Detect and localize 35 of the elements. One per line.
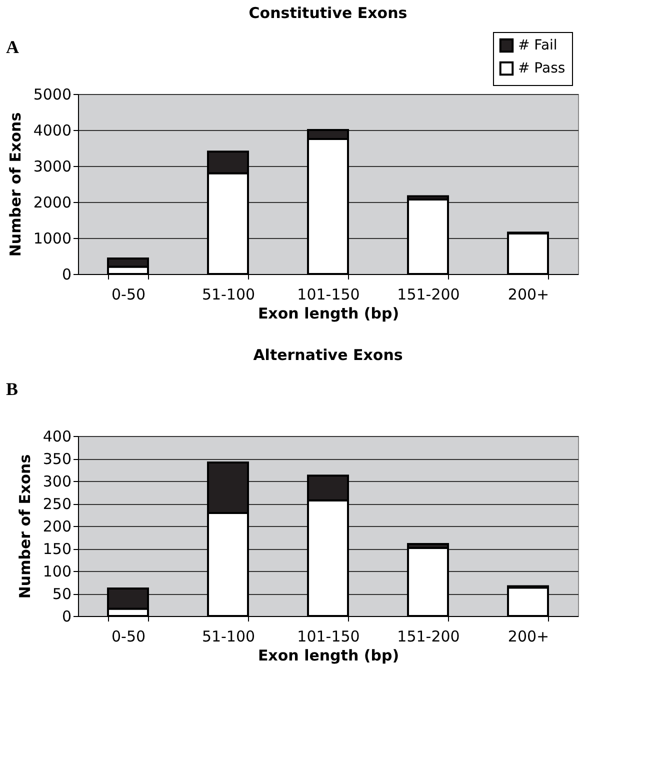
- y-tick-label: 50: [52, 585, 72, 603]
- y-tick-label: 400: [42, 428, 72, 446]
- y-tick-label: 5000: [33, 86, 72, 104]
- y-tick-label: 0: [62, 608, 72, 626]
- chart-title: Constitutive Exons: [248, 4, 408, 22]
- legend-label: # Fail: [518, 38, 558, 54]
- legend-label: # Pass: [518, 60, 566, 76]
- y-tick-label: 3000: [33, 158, 72, 176]
- x-tick-label: 0-50: [111, 628, 146, 646]
- text: B: [6, 379, 18, 399]
- y-tick-label: 4000: [33, 122, 72, 140]
- y-axis-title: Number of Exons: [6, 112, 24, 257]
- x-axis-title: Exon length (bp): [258, 646, 400, 664]
- x-tick-label: 151-200: [397, 286, 460, 304]
- text: A: [6, 37, 19, 57]
- y-axis-title: Number of Exons: [16, 454, 34, 599]
- x-tick-label: 200+: [508, 286, 550, 304]
- chart-title: Alternative Exons: [253, 346, 403, 364]
- x-tick-label: 0-50: [111, 286, 146, 304]
- x-tick-label: 51-100: [202, 286, 256, 304]
- x-axis-title: Exon length (bp): [258, 304, 400, 322]
- y-tick-label: 200: [42, 518, 72, 536]
- y-tick-label: 300: [42, 472, 72, 490]
- y-tick-label: 250: [42, 495, 72, 513]
- y-tick-label: 100: [42, 562, 72, 580]
- y-tick-label: 1000: [33, 230, 72, 248]
- x-tick-label: 101-150: [297, 286, 360, 304]
- y-tick-label: 2000: [33, 194, 72, 212]
- x-tick-label: 101-150: [297, 628, 360, 646]
- y-tick-label: 0: [62, 266, 72, 284]
- x-tick-label: 151-200: [397, 628, 460, 646]
- x-tick-label: 51-100: [202, 628, 256, 646]
- x-tick-label: 200+: [508, 628, 550, 646]
- y-tick-label: 150: [42, 540, 72, 558]
- y-tick-label: 350: [42, 450, 72, 468]
